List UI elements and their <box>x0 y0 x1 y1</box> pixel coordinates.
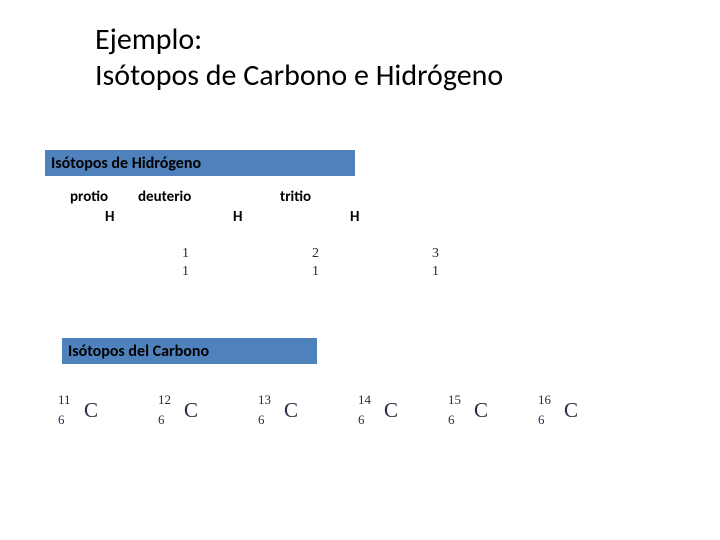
label-tritio: tritio <box>280 188 311 206</box>
symbol-tritio-h: H <box>350 208 359 226</box>
section-bar-carbon-label: Isótopos del Carbono <box>68 342 209 361</box>
hydrogen-z-0: 1 <box>182 264 189 280</box>
hydrogen-mass-1: 2 <box>312 246 319 262</box>
carbon-mass-1: 12 <box>158 392 171 408</box>
label-protio: protio <box>70 188 108 206</box>
carbon-z-4: 6 <box>448 412 455 428</box>
carbon-mass-4: 15 <box>448 392 461 408</box>
carbon-z-3: 6 <box>358 412 365 428</box>
hydrogen-mass-0: 1 <box>182 246 189 262</box>
carbon-mass-2: 13 <box>258 392 271 408</box>
title-line-1: Ejemplo: <box>95 22 503 58</box>
section-bar-carbon: Isótopos del Carbono <box>62 338 317 364</box>
carbon-symbol-0: C <box>84 398 98 423</box>
symbol-deuterio-h: H <box>233 208 242 226</box>
slide: Ejemplo: Isótopos de Carbono e Hidrógeno… <box>0 0 720 540</box>
section-bar-hydrogen-label: Isótopos de Hidrógeno <box>51 154 201 173</box>
hydrogen-mass-2: 3 <box>432 246 439 262</box>
carbon-symbol-2: C <box>284 398 298 423</box>
symbol-protio-h: H <box>105 208 114 226</box>
hydrogen-z-2: 1 <box>432 264 439 280</box>
carbon-symbol-1: C <box>184 398 198 423</box>
carbon-mass-5: 16 <box>538 392 551 408</box>
carbon-z-1: 6 <box>158 412 165 428</box>
carbon-symbol-3: C <box>384 398 398 423</box>
carbon-z-2: 6 <box>258 412 265 428</box>
title-block: Ejemplo: Isótopos de Carbono e Hidrógeno <box>95 22 503 94</box>
section-bar-hydrogen: Isótopos de Hidrógeno <box>45 150 355 176</box>
carbon-z-0: 6 <box>58 412 65 428</box>
carbon-symbol-5: C <box>564 398 578 423</box>
hydrogen-z-1: 1 <box>312 264 319 280</box>
title-line-2: Isótopos de Carbono e Hidrógeno <box>95 58 503 94</box>
label-deuterio: deuterio <box>138 188 191 206</box>
carbon-mass-3: 14 <box>358 392 371 408</box>
carbon-symbol-4: C <box>474 398 488 423</box>
carbon-mass-0: 11 <box>58 392 71 408</box>
carbon-z-5: 6 <box>538 412 545 428</box>
